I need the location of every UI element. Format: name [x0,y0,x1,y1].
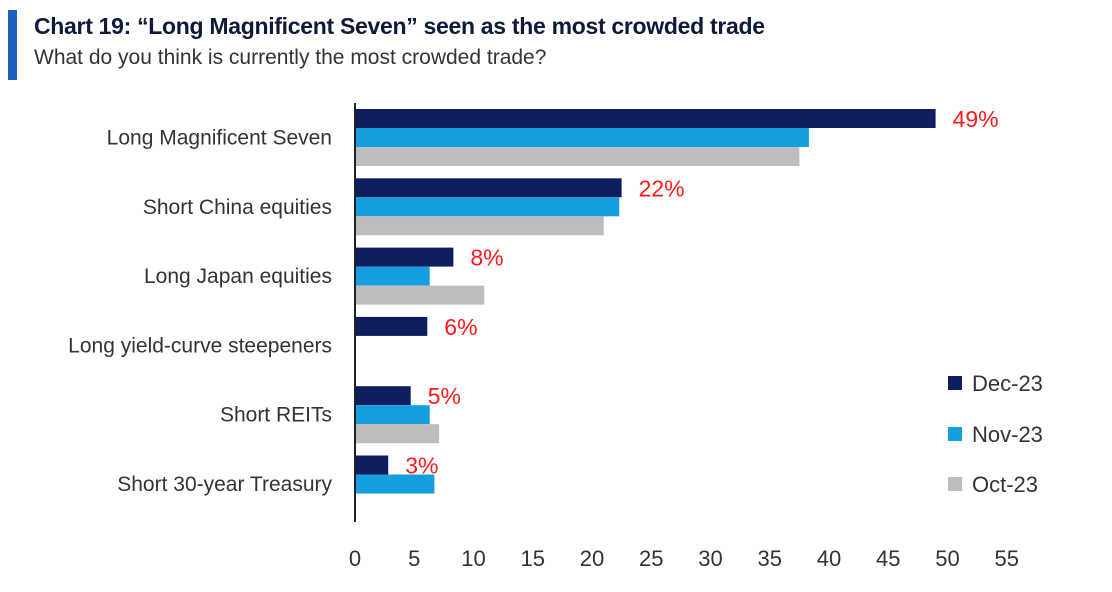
bar-dec-23 [355,316,428,336]
x-tick-label: 30 [698,546,722,571]
bar-nov-23 [355,128,809,147]
bar-dec-23 [355,109,936,128]
data-label: 22% [639,175,685,201]
x-tick-label: 40 [817,546,841,571]
category-label: Long yield-curve steepeners [68,334,332,357]
bar-dec-23 [355,247,454,267]
legend-label: Dec-23 [972,371,1043,396]
x-tick-label: 55 [995,546,1019,571]
legend-label: Nov-23 [972,422,1043,447]
data-label: 3% [405,453,438,479]
bar-oct-23 [355,285,485,305]
bar-oct-23 [355,424,440,444]
x-tick-label: 35 [758,546,782,571]
data-label: 6% [444,314,477,340]
bar-oct-23 [355,216,604,236]
bar-nov-23 [355,474,435,494]
category-label: Short 30-year Treasury [117,473,332,496]
legend-swatch-nov-23 [948,427,962,441]
bar-dec-23 [355,386,411,406]
bar-dec-23 [355,178,622,198]
data-label: 5% [428,383,461,409]
bar-nov-23 [355,197,620,217]
x-tick-label: 50 [935,546,959,571]
category-label: Long Magnificent Seven [107,127,332,150]
chart-title: Chart 19: “Long Magnificent Seven” seen … [34,13,765,39]
x-tick-label: 5 [408,546,420,571]
bar-nov-23 [355,405,430,425]
x-tick-label: 0 [349,546,361,571]
legend-swatch-oct-23 [948,477,962,491]
category-label: Long Japan equities [144,265,332,288]
bar-dec-23 [355,455,389,475]
chart-subtitle: What do you think is currently the most … [34,46,547,69]
title-accent-bar [8,10,17,80]
data-label: 8% [470,245,503,271]
x-tick-label: 10 [461,546,485,571]
x-tick-label: 20 [580,546,604,571]
data-label: 49% [953,106,999,132]
x-tick-label: 15 [521,546,545,571]
x-tick-label: 25 [639,546,663,571]
bar-oct-23 [355,147,800,166]
legend-swatch-dec-23 [948,376,962,390]
legend-label: Oct-23 [972,472,1038,497]
category-label: Short REITs [220,404,332,427]
bar-nov-23 [355,266,430,286]
x-tick-label: 45 [876,546,900,571]
category-label: Short China equities [143,196,332,219]
